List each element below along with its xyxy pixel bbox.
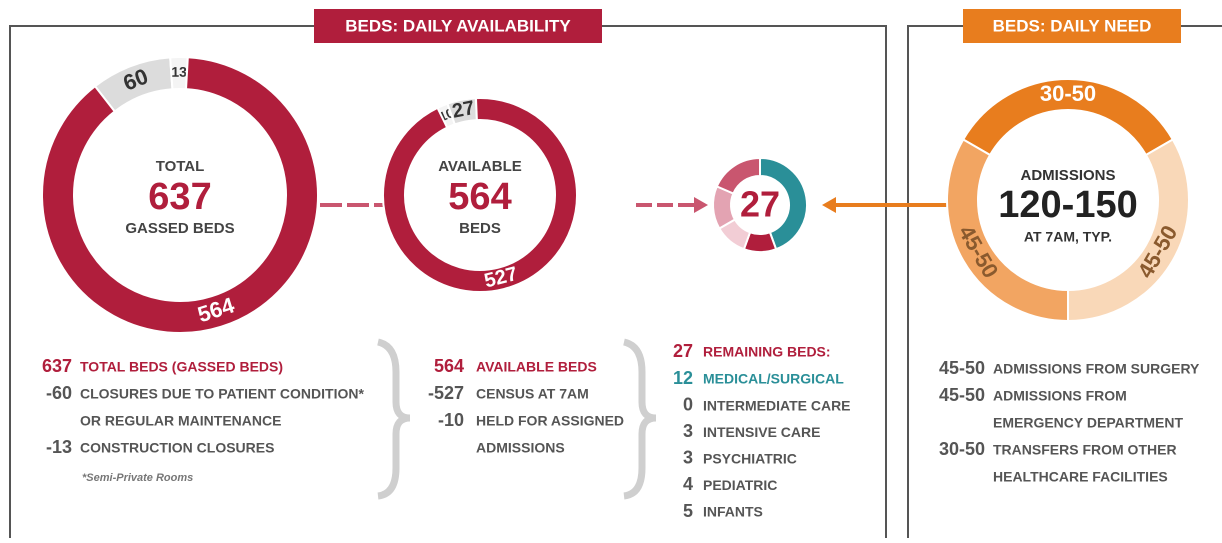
list-text: OR REGULAR MAINTENANCE xyxy=(80,413,281,429)
segment-label: 30-50 xyxy=(1040,81,1096,106)
center-value: 120-150 xyxy=(998,184,1137,226)
list-text: INFANTS xyxy=(703,504,763,520)
list-value: -527 xyxy=(428,383,464,403)
need-title-box xyxy=(963,9,1181,43)
list-value: 30-50 xyxy=(939,439,985,459)
list-value: -60 xyxy=(46,383,72,403)
list-text: INTENSIVE CARE xyxy=(703,424,820,440)
list-text: ADMISSIONS FROM SURGERY xyxy=(993,361,1200,377)
list-value: 5 xyxy=(683,501,693,521)
segment-label: 527 xyxy=(482,263,520,293)
list-text: REMAINING BEDS: xyxy=(703,344,831,360)
list-text: AVAILABLE BEDS xyxy=(476,359,597,375)
center-bottom: GASSED BEDS xyxy=(125,220,234,237)
list-value: 3 xyxy=(683,421,693,441)
need-title: BEDS: DAILY NEED xyxy=(993,16,1152,35)
list-value: 564 xyxy=(434,356,464,376)
center-value: 27 xyxy=(740,184,780,225)
list-text: TOTAL BEDS (GASSED BEDS) xyxy=(80,359,283,375)
availability-title: BEDS: DAILY AVAILABILITY xyxy=(345,16,571,35)
donut-segment xyxy=(382,97,578,293)
footnote: *Semi-Private Rooms xyxy=(82,472,193,484)
list-text: HELD FOR ASSIGNED xyxy=(476,413,624,429)
list-text: PEDIATRIC xyxy=(703,477,777,493)
list-text: CONSTRUCTION CLOSURES xyxy=(80,440,274,456)
segment-label: 27 xyxy=(450,97,476,123)
list-value: 3 xyxy=(683,448,693,468)
center-value: 637 xyxy=(148,176,211,218)
availability-title-box xyxy=(314,9,602,43)
list-value: 27 xyxy=(673,341,693,361)
list-value: -10 xyxy=(438,410,464,430)
list-text: MEDICAL/SURGICAL xyxy=(703,371,844,387)
center-top: AVAILABLE xyxy=(438,158,522,175)
list-text: ADMISSIONS FROM xyxy=(993,388,1127,404)
list-value: 0 xyxy=(683,394,693,414)
arrow-head xyxy=(822,197,836,213)
brace xyxy=(622,338,657,500)
list-text: CENSUS AT 7AM xyxy=(476,386,589,402)
list-text: HEALTHCARE FACILITIES xyxy=(993,469,1168,485)
brace xyxy=(376,338,411,500)
list-value: 12 xyxy=(673,368,693,388)
donut-segment xyxy=(946,138,1069,323)
list-text: CLOSURES DUE TO PATIENT CONDITION* xyxy=(80,386,364,402)
list-text: ADMISSIONS xyxy=(476,440,565,456)
center-bottom: AT 7AM, TYP. xyxy=(1024,229,1112,245)
center-top: TOTAL xyxy=(156,158,205,175)
list-text: INTERMEDIATE CARE xyxy=(703,397,851,413)
center-bottom: BEDS xyxy=(459,220,501,237)
center-top: ADMISSIONS xyxy=(1020,167,1115,184)
donut-segment xyxy=(41,56,319,334)
segment-label: 13 xyxy=(171,64,187,80)
list-text: TRANSFERS FROM OTHER xyxy=(993,442,1177,458)
center-value: 564 xyxy=(448,176,511,218)
list-text: EMERGENCY DEPARTMENT xyxy=(993,415,1184,431)
list-text: PSYCHIATRIC xyxy=(703,451,797,467)
list-value: 4 xyxy=(683,474,693,494)
arrow-head xyxy=(694,197,708,213)
list-value: 637 xyxy=(42,356,72,376)
list-value: -13 xyxy=(46,437,72,457)
donut-segment xyxy=(715,156,761,195)
list-value: 45-50 xyxy=(939,385,985,405)
list-value: 45-50 xyxy=(939,358,985,378)
